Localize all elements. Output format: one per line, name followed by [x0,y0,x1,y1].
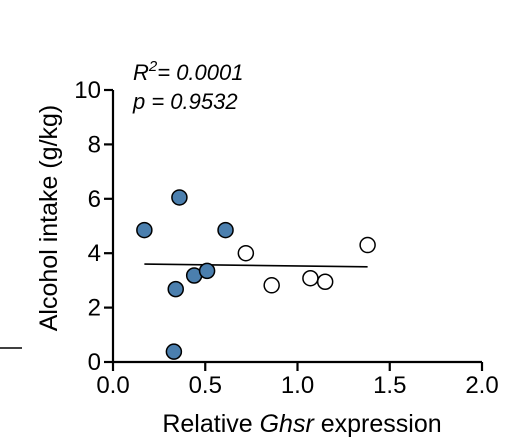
x-tick-label-1: 0.5 [189,372,222,399]
y-axis-title: Alcohol intake (g/kg) [35,105,63,332]
x-tick-label-4: 2.0 [465,372,498,399]
x-tick-label-0: 0.0 [96,372,129,399]
data-points [136,189,376,360]
point-s0-1 [171,189,188,206]
point-s0-0 [136,221,153,239]
y-ticks: 0 2 4 6 8 10 [74,77,113,376]
point-s1-0 [237,244,255,262]
point-s0-3 [167,280,184,298]
axes [111,90,482,364]
y-tick-label-1: 2 [88,295,101,322]
point-s1-1 [263,277,280,294]
point-s0-5 [198,262,216,280]
x-axis-title: Relative Ghsr expression [162,410,441,438]
x-ticks: 0.0 0.5 1.0 1.5 2.0 [96,362,499,399]
y-tick-label-4: 8 [88,131,101,158]
x-tick-label-3: 1.5 [373,372,406,399]
point-s1-4 [359,236,376,254]
r-squared-annotation: R2= 0.0001 [133,58,243,85]
y-tick-label-0: 0 [88,349,101,376]
y-tick-label-2: 4 [88,240,101,267]
x-tick-label-2: 1.0 [281,372,314,399]
point-s0-2 [217,221,234,239]
p-value-annotation: p = 0.9532 [132,89,238,114]
regression-line [144,263,368,268]
y-tick-label-5: 10 [74,77,101,104]
point-s0-6 [165,343,183,360]
y-tick-label-3: 6 [88,186,101,213]
point-s1-3 [316,273,334,291]
point-s1-2 [302,269,319,287]
